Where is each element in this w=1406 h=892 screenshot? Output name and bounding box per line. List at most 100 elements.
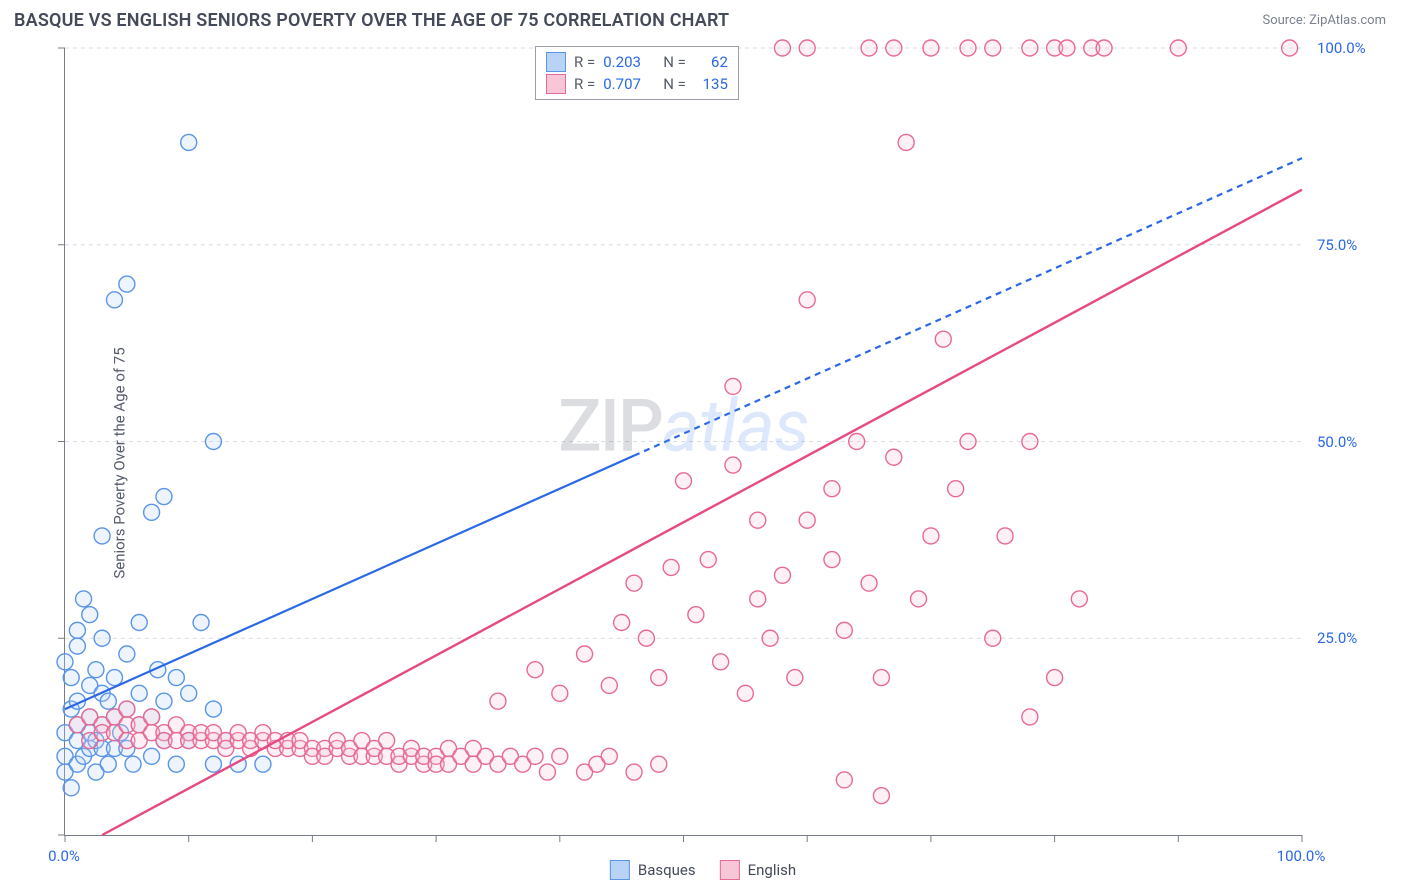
english-point [1022, 434, 1038, 450]
english-point [539, 764, 555, 780]
english-point [527, 748, 543, 764]
english-point [1022, 40, 1038, 56]
english-point [552, 685, 568, 701]
english-point [997, 528, 1013, 544]
basques-point [94, 630, 110, 646]
plot-area: ZIPatlas R =0.203N =62R =0.707N =135 [64, 48, 1302, 836]
english-point [898, 134, 914, 150]
english-point [985, 630, 1001, 646]
english-point [626, 764, 642, 780]
n-label: N = [663, 73, 686, 95]
y-tick-label: 25.0% [1317, 629, 1357, 647]
basques-point [69, 622, 85, 638]
english-point [725, 457, 741, 473]
basques-point [76, 591, 92, 607]
english-n-value: 135 [694, 73, 728, 95]
y-tick-label: 50.0% [1317, 433, 1357, 451]
basques-point [69, 638, 85, 654]
basques-swatch [546, 52, 566, 72]
english-point [960, 40, 976, 56]
english-point [762, 630, 778, 646]
basques-point [57, 654, 73, 670]
series-legend: Basques English [610, 860, 796, 880]
chart-container: Seniors Poverty Over the Age of 75 ZIPat… [14, 44, 1392, 882]
english-point [935, 331, 951, 347]
english-point [713, 654, 729, 670]
english-point [490, 693, 506, 709]
basques-point [205, 701, 221, 717]
x-tick-label: 100.0% [1277, 847, 1326, 865]
english-point [1096, 40, 1112, 56]
basques-point [100, 756, 116, 772]
basques-legend-label: Basques [638, 861, 696, 879]
basques-point [144, 504, 160, 520]
english-point [923, 528, 939, 544]
english-point [750, 512, 766, 528]
basques-n-value: 62 [694, 51, 728, 73]
basques-point [193, 615, 209, 631]
basques-trend-dashed [634, 158, 1302, 455]
basques-point [125, 756, 141, 772]
english-point [552, 748, 568, 764]
page-title: BASQUE VS ENGLISH SENIORS POVERTY OVER T… [14, 10, 729, 31]
stats-legend: R =0.203N =62R =0.707N =135 [535, 46, 739, 100]
basques-trend-solid [65, 456, 634, 709]
legend-item-english: English [720, 860, 797, 880]
english-point [601, 677, 617, 693]
english-point [836, 772, 852, 788]
n-label: N = [663, 51, 686, 73]
english-point [601, 748, 617, 764]
english-point [1282, 40, 1298, 56]
plot-svg [65, 48, 1302, 835]
basques-point [82, 607, 98, 623]
english-point [1170, 40, 1186, 56]
english-point [911, 591, 927, 607]
source-label: Source: ZipAtlas.com [1262, 13, 1386, 28]
english-point [577, 646, 593, 662]
english-point [799, 512, 815, 528]
english-point [144, 709, 160, 725]
english-point [873, 670, 889, 686]
english-point [861, 40, 877, 56]
basques-point [156, 693, 172, 709]
english-swatch [546, 74, 566, 94]
legend-item-basques: Basques [610, 860, 696, 880]
basques-point [94, 528, 110, 544]
basques-point [119, 646, 135, 662]
stats-legend-row-english: R =0.707N =135 [546, 73, 728, 95]
basques-point [63, 780, 79, 796]
english-point [626, 575, 642, 591]
english-point [787, 670, 803, 686]
english-legend-label: English [748, 861, 797, 879]
english-point [1022, 709, 1038, 725]
r-label: R = [574, 51, 595, 73]
english-point [849, 434, 865, 450]
source-link[interactable]: ZipAtlas.com [1309, 13, 1386, 28]
basques-point [156, 489, 172, 505]
basques-point [181, 134, 197, 150]
english-point [737, 685, 753, 701]
english-point [1047, 670, 1063, 686]
english-point [688, 607, 704, 623]
y-tick-label: 100.0% [1317, 39, 1366, 57]
english-point [960, 434, 976, 450]
basques-point [181, 685, 197, 701]
basques-point [106, 670, 122, 686]
basques-point [168, 670, 184, 686]
english-point [651, 756, 667, 772]
english-point [886, 40, 902, 56]
english-point [886, 449, 902, 465]
english-point [119, 701, 135, 717]
basques-point [168, 756, 184, 772]
basques-point [88, 662, 104, 678]
english-point [774, 567, 790, 583]
english-point [985, 40, 1001, 56]
english-trend-solid [102, 190, 1302, 835]
basques-point [255, 756, 271, 772]
english-point [774, 40, 790, 56]
english-point [750, 591, 766, 607]
basques-point [131, 615, 147, 631]
basques-legend-swatch [610, 860, 630, 880]
basques-point [131, 685, 147, 701]
basques-point [100, 693, 116, 709]
